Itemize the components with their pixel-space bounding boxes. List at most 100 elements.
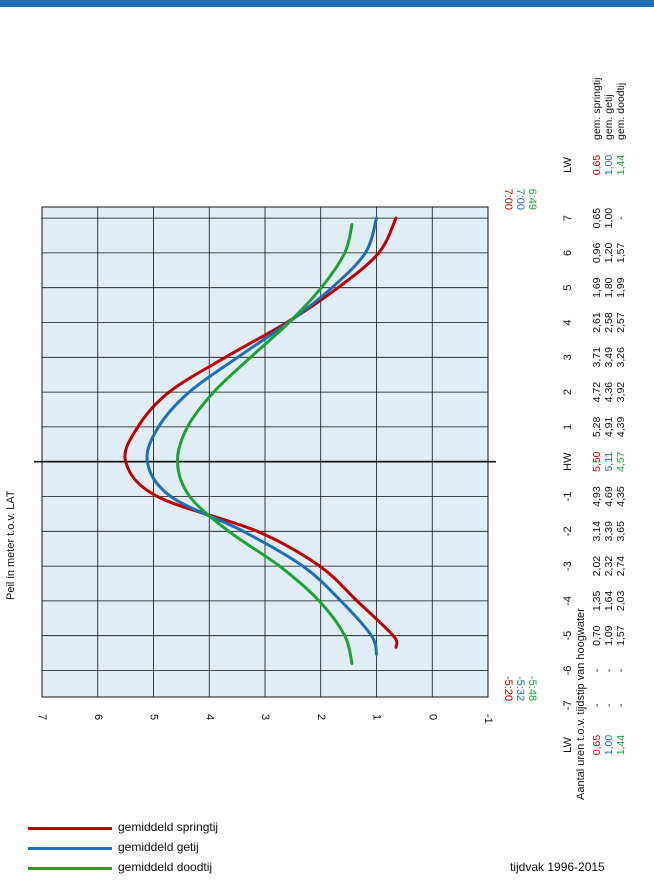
data-value-avg: 3,39 <box>603 521 615 542</box>
series-line-avg <box>145 216 378 656</box>
hour-tick-label: -4 <box>562 596 574 606</box>
period-label: tijdvak 1996-2015 <box>510 860 605 874</box>
lw-value-start-neap: 1,44 <box>615 735 627 756</box>
data-value-neap: 3,65 <box>615 521 627 542</box>
data-value-spring: 2,02 <box>591 556 603 577</box>
level-tick-label: 1 <box>371 714 383 720</box>
lw-time-start-spring: -5:20 <box>502 676 514 701</box>
data-value-neap: 1,99 <box>615 277 627 298</box>
data-value-avg: 3,49 <box>603 347 615 368</box>
hour-axis-label: Aantal uren t.o.v. tijdstip van hoogwate… <box>575 608 587 800</box>
lw-value-end-avg: 1,00 <box>603 155 615 176</box>
data-value-neap: 3,92 <box>615 382 627 403</box>
data-value-neap: 4,39 <box>615 417 627 438</box>
level-tick-label: 2 <box>315 714 327 720</box>
data-value-avg: 1,09 <box>603 625 615 646</box>
data-value-spring: 2,61 <box>591 312 603 333</box>
data-value-avg: 1,20 <box>603 243 615 264</box>
data-value-spring: - <box>591 703 603 707</box>
data-value-avg: 4,91 <box>603 417 615 438</box>
legend-item-neap: gemiddeld doodtij <box>28 859 288 879</box>
data-value-neap: - <box>615 216 627 220</box>
hour-tick-label: -7 <box>562 700 574 710</box>
legend-item-avg: gemiddeld getij <box>28 839 288 859</box>
data-value-avg: 1,80 <box>603 277 615 298</box>
data-value-neap: 1,57 <box>615 243 627 264</box>
data-value-avg: 2,32 <box>603 556 615 577</box>
hour-tick-label: 5 <box>562 285 574 291</box>
series-line-spring <box>123 216 399 649</box>
data-value-neap: 4,57 <box>615 451 627 472</box>
lw-time-start-neap: -5:48 <box>526 676 538 701</box>
data-value-neap: 2,57 <box>615 312 627 333</box>
data-value-spring: 3,71 <box>591 347 603 368</box>
hour-tick-label: 3 <box>562 354 574 360</box>
series-line-neap <box>175 222 354 666</box>
lw-value-end-spring: 0,65 <box>591 155 603 176</box>
lw-time-end-neap: 6:49 <box>526 189 538 210</box>
data-value-spring: 5,28 <box>591 417 603 438</box>
data-value-neap: 4,35 <box>615 486 627 507</box>
series-name-spring: gem. springtij <box>591 78 603 140</box>
lw-time-end-avg: 7:00 <box>514 189 526 210</box>
level-tick-label: 6 <box>92 714 104 720</box>
legend: gemiddeld springtij gemiddeld getij gemi… <box>28 819 288 879</box>
hour-tick-label: 1 <box>562 424 574 430</box>
series-name-avg: gem. getij <box>603 94 615 140</box>
lw-time-start-avg: -5:32 <box>514 676 526 701</box>
data-value-avg: 4,69 <box>603 486 615 507</box>
hour-tick-label: -2 <box>562 526 574 536</box>
data-value-spring: 0,96 <box>591 243 603 264</box>
level-tick-label: 3 <box>259 714 271 720</box>
hour-tick-label: -6 <box>562 666 574 676</box>
lw-time-end-spring: 7:00 <box>502 189 514 210</box>
legend-label-neap: gemiddeld doodtij <box>118 860 213 874</box>
data-value-spring: 4,72 <box>591 382 603 403</box>
legend-label-spring: gemiddeld springtij <box>118 820 219 834</box>
hour-tick-label: -5 <box>562 631 574 641</box>
hour-tick-label: 4 <box>562 319 574 325</box>
data-value-avg: 1,00 <box>603 208 615 229</box>
data-value-neap: 2,03 <box>615 591 627 612</box>
hour-tick-label: -3 <box>562 561 574 571</box>
data-value-spring: 4,93 <box>591 486 603 507</box>
data-value-spring: 1,69 <box>591 277 603 298</box>
level-tick-label: -1 <box>482 714 494 724</box>
level-axis-label: Peil in meter t.o.v. LAT <box>5 490 17 600</box>
data-value-avg: 4,36 <box>603 382 615 403</box>
lw-value-end-neap: 1,44 <box>615 155 627 176</box>
data-value-avg: - <box>603 668 615 672</box>
hour-label-lw-end: LW <box>562 157 574 173</box>
data-value-avg: - <box>603 703 615 707</box>
hour-tick-label: 6 <box>562 250 574 256</box>
data-value-neap: 2,74 <box>615 556 627 577</box>
data-value-neap: - <box>615 668 627 672</box>
hour-tick-label: 2 <box>562 389 574 395</box>
data-value-spring: 0,70 <box>591 625 603 646</box>
level-tick-label: 4 <box>203 714 215 720</box>
lw-value-start-spring: 0,65 <box>591 735 603 756</box>
data-value-spring: - <box>591 668 603 672</box>
data-value-avg: 1,64 <box>603 591 615 612</box>
data-value-avg: 2,58 <box>603 312 615 333</box>
series-name-neap: gem. doodtij <box>615 83 627 140</box>
legend-swatch-spring <box>28 827 112 830</box>
level-tick-label: 7 <box>36 714 48 720</box>
lw-value-start-avg: 1,00 <box>603 735 615 756</box>
level-tick-label: 5 <box>148 714 160 720</box>
data-value-avg: 5,11 <box>603 452 615 472</box>
data-value-neap: 1,57 <box>615 625 627 646</box>
data-value-spring: 5,50 <box>591 451 603 472</box>
hour-tick-label: 7 <box>562 215 574 221</box>
legend-swatch-neap <box>28 867 112 870</box>
data-value-spring: 1,35 <box>591 591 603 612</box>
data-value-spring: 0,65 <box>591 208 603 229</box>
data-value-spring: 3,14 <box>591 521 603 542</box>
legend-swatch-avg <box>28 847 112 850</box>
hour-label-lw-start: LW <box>562 737 574 753</box>
legend-label-avg: gemiddeld getij <box>118 840 199 854</box>
hour-tick-label: HW <box>562 452 574 471</box>
header-bar <box>0 0 654 7</box>
data-value-neap: - <box>615 703 627 707</box>
